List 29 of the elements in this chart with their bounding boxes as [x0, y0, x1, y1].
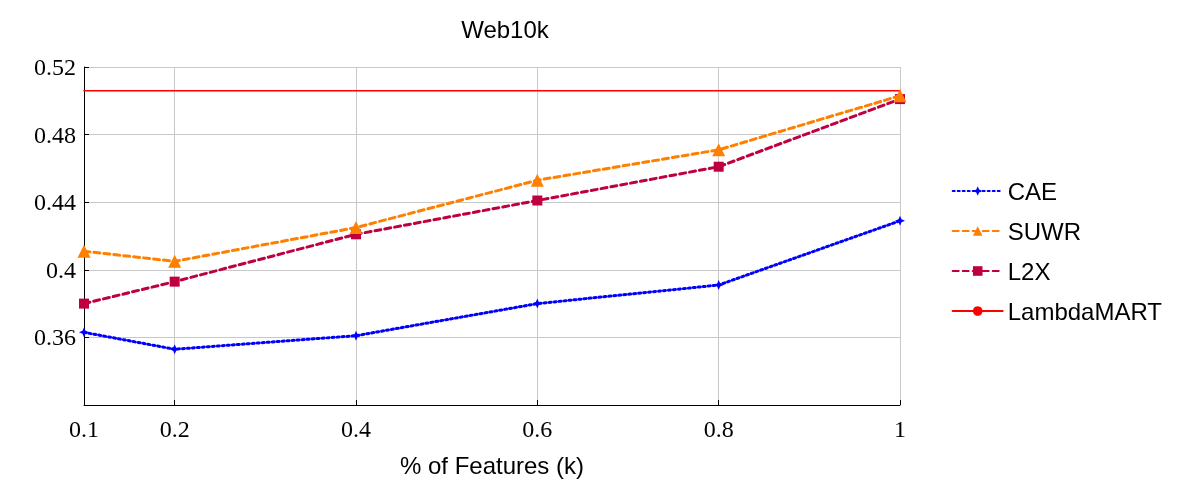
- point: [169, 276, 180, 287]
- point: [532, 195, 543, 206]
- point: [712, 143, 726, 157]
- y-tick-label: 0.48: [34, 121, 76, 148]
- point: [168, 254, 182, 268]
- legend-label: L2X: [1007, 257, 1051, 285]
- y-tick-label: 0.44: [34, 189, 76, 216]
- chart-title: Web10k: [461, 15, 550, 43]
- x-axis-title: % of Features (k): [399, 451, 585, 479]
- x-tick-label: 0.2: [159, 416, 190, 442]
- x-tick-label: 0.4: [341, 416, 371, 442]
- point: [893, 89, 907, 103]
- point: [77, 244, 91, 258]
- point: [895, 215, 905, 226]
- x-tick-label: 0.8: [703, 416, 734, 442]
- y-tick-label: 0.52: [34, 54, 76, 80]
- point: [79, 327, 89, 338]
- x-tick-label: 1: [894, 416, 906, 442]
- legend-label: CAE: [1007, 177, 1058, 205]
- point: [349, 221, 363, 235]
- legend-label: LambdaMART: [1007, 297, 1163, 325]
- y-tick-label: 0.4: [46, 256, 76, 283]
- x-tick-label: 0.6: [522, 416, 553, 442]
- point: [530, 173, 544, 187]
- point: [713, 161, 724, 172]
- legend-label: SUWR: [1007, 217, 1082, 245]
- x-tick-label: 0.1: [69, 416, 99, 442]
- y-tick-label: 0.36: [34, 324, 76, 351]
- point: [79, 298, 89, 309]
